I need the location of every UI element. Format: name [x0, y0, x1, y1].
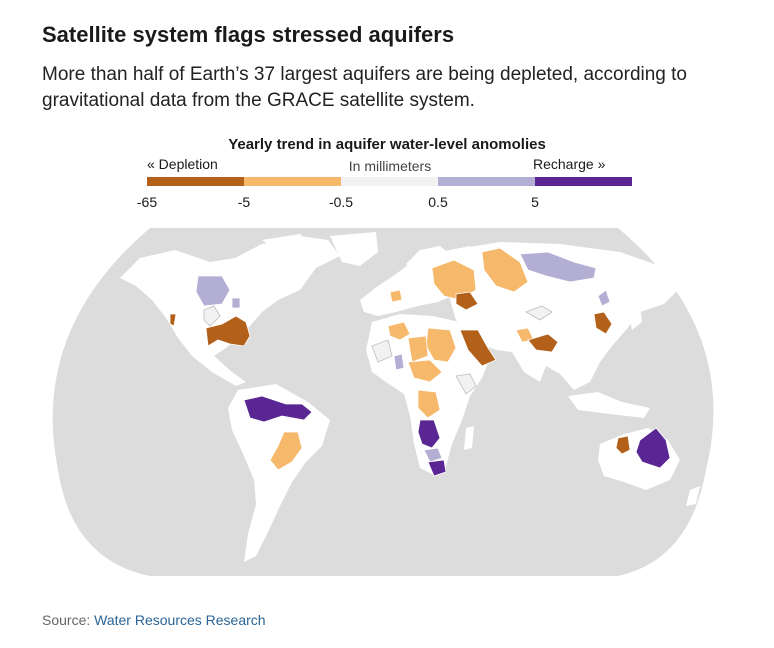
- aquifer-karoo: [427, 459, 447, 477]
- aquifer-iullemeden: [393, 353, 405, 371]
- new-zealand: [686, 486, 700, 506]
- aquifer-lake-chad: [407, 359, 443, 383]
- aquifer-tunguss: [519, 251, 597, 283]
- aquifer-north-china-plain: [593, 311, 613, 335]
- japan: [628, 306, 642, 330]
- aquifer-kalahari-north: [417, 419, 441, 449]
- aquifer-paris-basin: [389, 289, 403, 303]
- legend-swatch-strong-depletion: [147, 177, 244, 186]
- greenland: [330, 232, 378, 266]
- north-america: [120, 236, 340, 386]
- aquifer-caspian: [455, 291, 479, 311]
- aquifer-great-artesian-basin: [635, 427, 671, 469]
- aquifer-north-africa-west: [387, 321, 411, 341]
- aquifer-ganges-brahmaputra: [527, 333, 559, 353]
- source-link[interactable]: Water Resources Research: [94, 612, 266, 628]
- legend-tick: 5: [531, 194, 539, 210]
- legend-swatch-recharge: [438, 177, 535, 186]
- legend-tick: -0.5: [328, 194, 354, 210]
- aquifer-tarim-basin: [525, 305, 553, 321]
- legend-title: Yearly trend in aquifer water-level anom…: [228, 136, 546, 153]
- aquifer-ordos-small: [597, 289, 611, 307]
- aquifer-canning-basin: [615, 435, 631, 455]
- color-legend: Yearly trend in aquifer water-level anom…: [0, 134, 774, 214]
- aquifer-amazon: [243, 395, 313, 423]
- aquifer-murzuk: [407, 335, 429, 363]
- legend-depletion-label: « Depletion: [147, 156, 218, 172]
- south-america: [228, 384, 330, 562]
- madagascar: [464, 426, 474, 450]
- aquifer-north-america-neutral: [203, 305, 221, 327]
- subheadline: More than half of Earth’s 37 largest aqu…: [42, 64, 687, 111]
- aquifer-mississippi-embayment: [205, 315, 251, 347]
- aquifer-congo: [417, 389, 441, 419]
- aquifer-california: [169, 313, 177, 327]
- aquifer-west-siberian: [481, 247, 529, 293]
- aquifer-north-america-small: [231, 297, 241, 309]
- aquifer-sudd: [455, 373, 477, 395]
- aquifer-north-america-west: [195, 275, 231, 307]
- headline: Satellite system flags stressed aquifers: [42, 22, 455, 47]
- legend-tick: -65: [136, 194, 158, 210]
- legend-tick: 0.5: [428, 194, 448, 210]
- legend-swatch-strong-recharge: [535, 177, 632, 186]
- aquifer-taoudeni: [371, 339, 393, 363]
- arctic-islands: [262, 234, 312, 252]
- aquifer-kalahari-small: [423, 447, 443, 463]
- legend-unit-label: In millimeters: [348, 158, 432, 174]
- aquifer-arabian: [459, 329, 497, 367]
- legend-recharge-label: Recharge »: [533, 156, 606, 172]
- aquifer-guarani: [269, 431, 303, 471]
- source-label: Source:: [42, 612, 91, 628]
- legend-swatch-neutral: [341, 177, 438, 186]
- aquifers: [169, 247, 671, 477]
- source-note: Source: Water Resources Research: [42, 612, 266, 628]
- southeast-asia-islands: [568, 392, 650, 418]
- legend-tick: -5: [237, 194, 251, 210]
- legend-swatch-depletion: [244, 177, 341, 186]
